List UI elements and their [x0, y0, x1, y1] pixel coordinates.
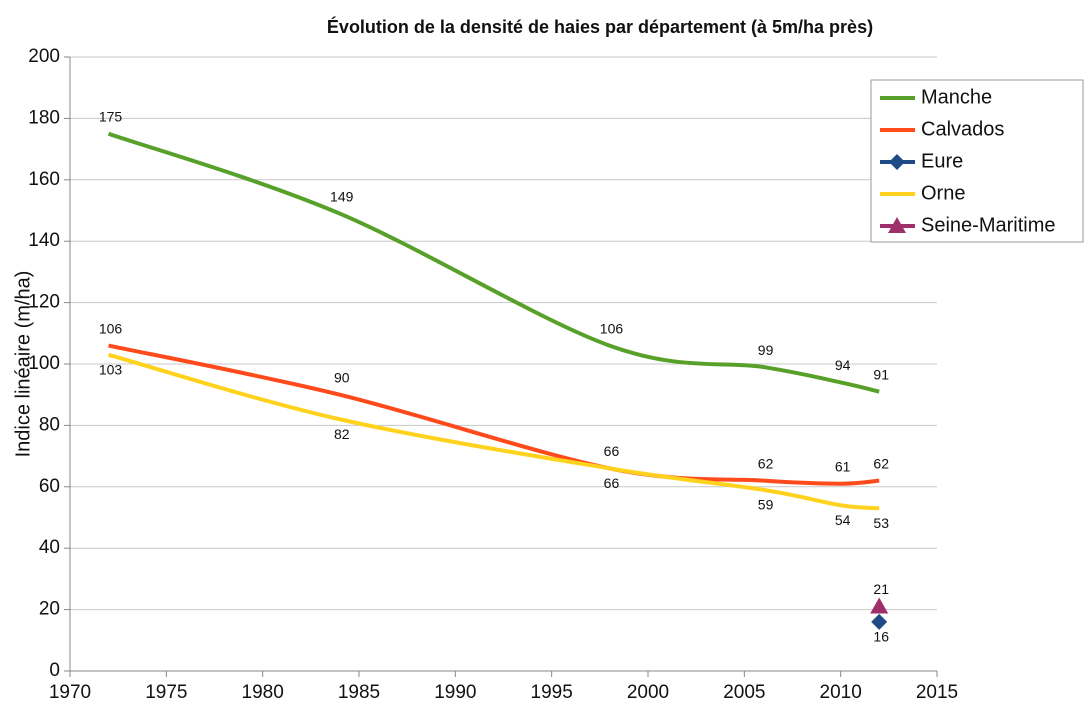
value-label: 90: [334, 369, 350, 385]
value-label: 103: [99, 361, 123, 377]
y-tick-label: 0: [49, 660, 60, 681]
value-label: 106: [99, 320, 123, 336]
value-label: 16: [873, 629, 889, 645]
y-tick-label: 160: [28, 169, 60, 190]
y-tick-label: 120: [28, 292, 60, 313]
value-label: 62: [758, 455, 774, 471]
legend-label: Calvados: [921, 118, 1004, 140]
x-tick-label: 2000: [627, 682, 669, 703]
value-label: 54: [835, 512, 851, 528]
diamond-marker: [871, 613, 888, 630]
triangle-marker: [888, 217, 906, 233]
y-axis-label: Indice linéaire (m/ha): [12, 271, 34, 458]
value-label: 106: [600, 320, 624, 336]
diamond-marker: [889, 154, 905, 170]
value-label: 61: [835, 458, 851, 474]
legend-label: Orne: [921, 182, 965, 204]
x-tick-label: 2015: [916, 682, 958, 703]
value-label: 94: [835, 357, 851, 373]
value-label: 53: [873, 515, 889, 531]
y-tick-label: 80: [39, 414, 60, 435]
x-tick-label: 1990: [434, 682, 476, 703]
series-line: [107, 352, 880, 511]
value-label: 21: [873, 581, 889, 597]
legend-label: Eure: [921, 150, 963, 172]
triangle-marker: [870, 597, 889, 614]
value-label: 66: [604, 443, 620, 459]
y-tick-label: 180: [28, 107, 60, 128]
value-label: 149: [330, 188, 354, 204]
y-tick-label: 100: [28, 353, 60, 374]
x-tick-label: 1995: [531, 682, 573, 703]
value-label: 62: [873, 455, 889, 471]
y-tick-label: 60: [39, 476, 60, 497]
value-label: 66: [604, 475, 620, 491]
x-tick-label: 2010: [820, 682, 862, 703]
x-tick-label: 1980: [242, 682, 284, 703]
value-label: 99: [758, 342, 774, 358]
x-tick-label: 1975: [145, 682, 187, 703]
x-tick-label: 1970: [49, 682, 91, 703]
chart-title: Évolution de la densité de haies par dép…: [327, 16, 873, 37]
y-tick-label: 140: [28, 230, 60, 251]
legend-label: Manche: [921, 86, 992, 108]
y-tick-label: 20: [39, 599, 60, 620]
series-line: [107, 131, 880, 394]
legend-label: Seine-Maritime: [921, 214, 1055, 236]
x-tick-label: 2005: [723, 682, 765, 703]
y-tick-label: 40: [39, 537, 60, 558]
x-tick-label: 1985: [338, 682, 380, 703]
value-label: 91: [873, 366, 889, 382]
value-label: 82: [334, 426, 350, 442]
y-tick-label: 200: [28, 46, 60, 67]
value-label: 175: [99, 108, 123, 124]
legend: Manche Calvados Eure Orne Seine-Maritime: [870, 79, 1084, 243]
value-label: 59: [758, 497, 774, 513]
